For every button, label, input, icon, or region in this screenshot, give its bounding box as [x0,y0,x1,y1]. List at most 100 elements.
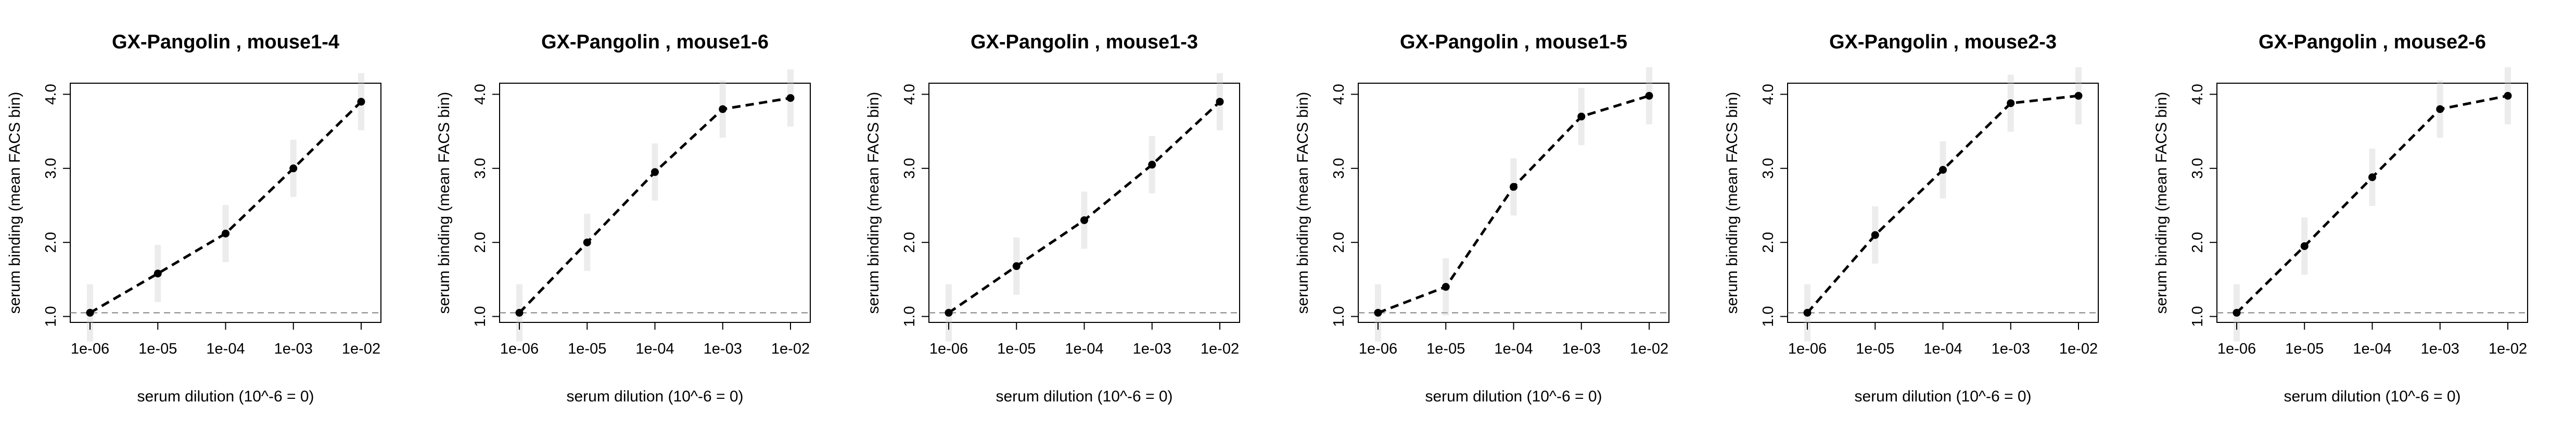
data-point [1080,216,1088,224]
x-tick-label: 1e-04 [1494,341,1533,357]
x-tick-label: 1e-03 [1133,341,1171,357]
chart-title: GX-Pangolin , mouse1-5 [1400,31,1627,53]
y-axis-label: serum binding (mean FACS bin) [1724,92,1741,314]
plot-frame [70,83,381,323]
data-point [2300,242,2309,250]
series-line [518,97,791,314]
series-line [1806,94,2079,314]
y-tick-label: 1.0 [2189,306,2206,327]
data-point [1012,262,1021,270]
data-point [1803,308,1812,317]
x-tick-label: 1e-06 [71,341,109,357]
y-tick-label: 1.0 [1331,306,1347,327]
data-point [1871,231,1879,239]
y-tick-label: 2.0 [1331,232,1347,253]
data-point [154,269,162,278]
y-tick-label: 4.0 [1760,84,1777,105]
chart-title: GX-Pangolin , mouse1-6 [541,31,769,53]
data-point [651,168,659,176]
x-tick-label: 1e-06 [500,341,539,357]
x-tick-label: 1e-05 [138,341,177,357]
x-tick-label: 1e-02 [1201,341,1239,357]
y-tick-label: 4.0 [43,84,59,105]
y-tick-label: 1.0 [1760,306,1777,327]
y-tick-label: 3.0 [1331,158,1347,179]
data-point [1577,112,1586,121]
x-tick-label: 1e-03 [2421,341,2459,357]
x-axis-label: serum dilution (10^-6 = 0) [2284,388,2460,405]
y-tick-label: 4.0 [2189,84,2206,105]
x-tick-label: 1e-04 [1923,341,1962,357]
y-axis-label: serum binding (mean FACS bin) [1294,92,1311,314]
y-tick-label: 2.0 [472,232,489,253]
data-point [86,308,94,317]
x-tick-label: 1e-06 [1359,341,1397,357]
y-tick-label: 4.0 [1331,84,1347,105]
x-tick-label: 1e-06 [929,341,968,357]
x-tick-label: 1e-04 [206,341,245,357]
data-point [1442,283,1450,291]
y-axis-label: serum binding (mean FACS bin) [6,92,23,314]
chart-title: GX-Pangolin , mouse2-3 [1829,31,2057,53]
y-tick-label: 1.0 [901,306,918,327]
y-tick-label: 2.0 [1760,232,1777,253]
x-tick-label: 1e-05 [1426,341,1465,357]
x-tick-label: 1e-05 [997,341,1036,357]
y-axis-label: serum binding (mean FACS bin) [2153,92,2170,314]
y-tick-label: 2.0 [2189,232,2206,253]
y-tick-label: 3.0 [2189,158,2206,179]
x-tick-label: 1e-04 [2353,341,2391,357]
x-axis-label: serum dilution (10^-6 = 0) [566,388,743,405]
x-tick-label: 1e-02 [2059,341,2098,357]
y-tick-label: 3.0 [472,158,489,179]
data-point [1645,92,1653,100]
data-point [945,308,953,317]
plot-frame [499,83,811,323]
x-tick-label: 1e-05 [2285,341,2324,357]
y-tick-label: 1.0 [43,306,59,327]
x-tick-label: 1e-05 [568,341,606,357]
x-tick-label: 1e-03 [1562,341,1601,357]
x-axis-label: serum dilution (10^-6 = 0) [137,388,314,405]
data-point [357,98,365,106]
y-tick-label: 2.0 [901,232,918,253]
data-point [2368,173,2376,181]
y-tick-label: 3.0 [1760,158,1777,179]
y-tick-label: 3.0 [43,158,59,179]
x-tick-label: 1e-03 [704,341,742,357]
x-tick-label: 1e-04 [1065,341,1103,357]
data-point [583,238,591,246]
x-axis-label: serum dilution (10^-6 = 0) [1854,388,2031,405]
data-point [1148,161,1156,169]
chart-panel: 1e-06 1e-05 1e-04 1e-03 1e-02 1.0 2.0 3.0 4.0 GX-… [865,31,1240,405]
y-axis-label: serum binding (mean FACS bin) [865,92,882,314]
data-point [289,164,298,173]
data-point [719,105,727,113]
x-axis-label: serum dilution (10^-6 = 0) [1425,388,1602,405]
y-tick-label: 2.0 [43,232,59,253]
y-tick-label: 1.0 [472,306,489,327]
x-tick-label: 1e-05 [1856,341,1894,357]
y-tick-label: 3.0 [901,158,918,179]
chart-panel: 1e-06 1e-05 1e-04 1e-03 1e-02 1.0 2.0 3.0 4.0 GX-… [1294,31,1669,405]
data-point [1510,183,1517,191]
chart-title: GX-Pangolin , mouse1-4 [112,31,339,53]
x-tick-label: 1e-02 [2489,341,2527,357]
y-tick-label: 4.0 [901,84,918,105]
x-tick-label: 1e-03 [1992,341,2030,357]
x-tick-label: 1e-06 [1788,341,1827,357]
chart-panel: 1e-06 1e-05 1e-04 1e-03 1e-02 1.0 2.0 3.0 4.0 GX-… [2153,31,2528,405]
x-tick-label: 1e-02 [1630,341,1668,357]
data-point [222,229,229,238]
chart-title: GX-Pangolin , mouse1-3 [971,31,1198,53]
data-point [2504,92,2512,100]
data-point [786,94,795,102]
x-tick-label: 1e-02 [342,341,380,357]
x-tick-label: 1e-04 [635,341,674,357]
data-point [2074,92,2083,100]
x-tick-label: 1e-03 [274,341,313,357]
y-axis-label: serum binding (mean FACS bin) [436,92,453,314]
data-point [2436,105,2444,113]
chart-title: GX-Pangolin , mouse2-6 [2259,31,2486,53]
